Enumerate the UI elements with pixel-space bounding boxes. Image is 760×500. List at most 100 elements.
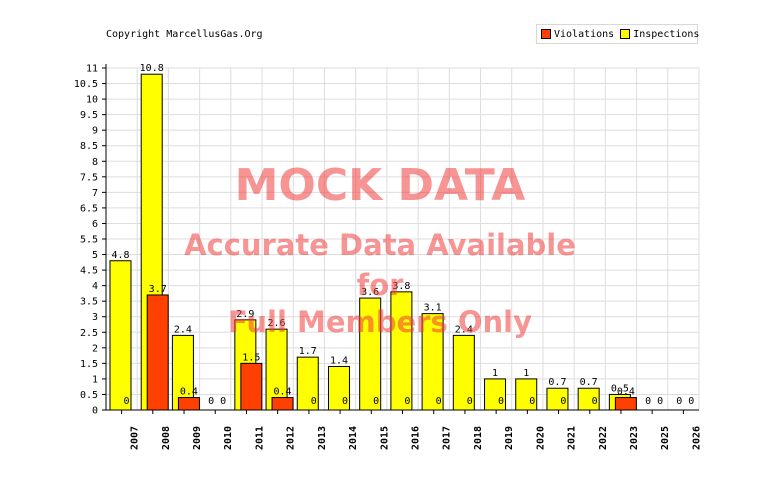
y-tick-label: 0.5: [80, 390, 98, 401]
data-label-violations: 0: [688, 396, 694, 407]
x-tick-label: 2018: [473, 426, 484, 450]
y-tick-label: 1: [92, 374, 98, 385]
x-tick-label: 2007: [130, 426, 141, 450]
data-label-inspections: 1.4: [330, 355, 348, 366]
x-tick-label: 2008: [161, 426, 172, 450]
y-tick-label: 10.5: [74, 79, 98, 90]
data-label-inspections: 0.5: [611, 383, 629, 394]
x-tick-label: 2014: [348, 426, 359, 450]
data-label-inspections: 0.7: [580, 377, 598, 388]
data-label-inspections: 1.7: [299, 346, 317, 357]
y-tick-label: 6.5: [80, 203, 98, 214]
bar-inspections: [327, 365, 350, 411]
data-label-violations: 0.4: [274, 387, 292, 398]
data-label-inspections: 10.8: [140, 63, 164, 74]
data-label-inspections: 1: [492, 368, 498, 379]
bar-inspections: [484, 378, 507, 411]
x-tick-label: 2020: [535, 426, 546, 450]
data-label-inspections: 0: [676, 396, 682, 407]
data-label-violations: 0: [657, 396, 663, 407]
data-label-violations: 3.7: [149, 284, 167, 295]
data-label-inspections: 1: [523, 368, 529, 379]
data-label-inspections: 3.8: [392, 281, 410, 292]
x-tick-label: 2019: [504, 426, 515, 450]
y-tick-label: 5.5: [80, 235, 98, 246]
data-label-inspections: 0: [208, 396, 214, 407]
legend-label-inspections: Inspections: [633, 28, 700, 40]
y-tick-label: 10: [86, 95, 98, 106]
legend-item-violations: Violations: [541, 29, 614, 40]
watermark-line-4: Full Members Only: [228, 305, 532, 339]
y-tick-label: 9: [92, 126, 98, 137]
x-tick-label: 2016: [411, 426, 422, 450]
data-label-inspections: 2.6: [268, 318, 286, 329]
x-tick-label: 2010: [223, 426, 234, 450]
legend-swatch-inspections: [620, 29, 631, 39]
watermark-line-2: Accurate Data Available: [184, 228, 576, 262]
x-tick-label: 2011: [254, 426, 265, 450]
x-tick-label: 2022: [598, 426, 609, 450]
legend-swatch-violations: [541, 29, 551, 39]
legend-item-inspections: Inspections: [620, 29, 699, 40]
y-tick-label: 8.5: [80, 141, 98, 152]
y-tick-label: 4: [92, 281, 98, 292]
data-label-inspections: 2.4: [174, 324, 192, 335]
data-label-violations: 0: [373, 396, 379, 407]
data-label-violations: 0: [498, 396, 504, 407]
bar-inspections: [546, 387, 569, 411]
y-tick-label: 8: [92, 157, 98, 168]
x-tick-label: 2012: [286, 426, 297, 450]
bar-inspections: [577, 387, 600, 411]
bar-inspections: [296, 356, 319, 411]
y-tick-label: 7: [92, 188, 98, 199]
y-tick-label: 5: [92, 250, 98, 261]
data-label-violations: 0: [529, 396, 535, 407]
data-label-inspections: 4.8: [111, 250, 129, 261]
bar-violations: [271, 397, 294, 411]
bar-inspections: [109, 260, 132, 411]
data-label-violations: 0: [404, 396, 410, 407]
data-label-violations: 0: [311, 396, 317, 407]
x-tick-label: 2021: [567, 426, 578, 450]
y-tick-label: 3: [92, 312, 98, 323]
y-tick-label: 11: [86, 64, 98, 75]
x-tick-label: 2025: [660, 426, 671, 450]
y-tick-label: 1.5: [80, 359, 98, 370]
bar-inspections: [515, 378, 538, 411]
data-label-violations: 0.4: [617, 387, 635, 398]
y-tick-label: 2.5: [80, 328, 98, 339]
data-label-inspections: 0.7: [548, 377, 566, 388]
bar-violations: [146, 294, 169, 411]
chart-legend: Violations Inspections: [536, 24, 699, 44]
legend-label-violations: Violations: [554, 28, 615, 40]
bar-inspections: [359, 297, 382, 411]
bar-violations: [614, 397, 637, 411]
data-label-violations: 1.5: [242, 352, 260, 363]
data-label-inspections: 2.4: [455, 324, 473, 335]
data-label-violations: 0: [467, 396, 473, 407]
y-tick-label: 3.5: [80, 297, 98, 308]
y-tick-label: 9.5: [80, 110, 98, 121]
bar-violations: [240, 362, 263, 411]
y-tick-label: 0: [92, 406, 98, 417]
data-label-inspections: 3.6: [361, 287, 379, 298]
data-label-violations: 0: [220, 396, 226, 407]
y-tick-label: 2: [92, 343, 98, 354]
data-label-inspections: 0: [645, 396, 651, 407]
data-label-violations: 0: [342, 396, 348, 407]
data-label-violations: 0.4: [180, 387, 198, 398]
x-tick-label: 2009: [192, 426, 203, 450]
copyright-text: Copyright MarcellusGas.Org: [106, 29, 263, 40]
bar-violations: [177, 397, 200, 411]
y-tick-label: 4.5: [80, 266, 98, 277]
x-tick-label: 2017: [442, 426, 453, 450]
y-tick-label: 6: [92, 219, 98, 230]
bar-inspections: [421, 313, 444, 411]
data-label-violations: 0: [436, 396, 442, 407]
data-label-violations: 0: [592, 396, 598, 407]
watermark-line-1: MOCK DATA: [234, 160, 526, 211]
data-label-violations: 0: [123, 396, 129, 407]
watermark-line-3: for: [356, 268, 404, 302]
data-label-inspections: 3.1: [424, 303, 442, 314]
